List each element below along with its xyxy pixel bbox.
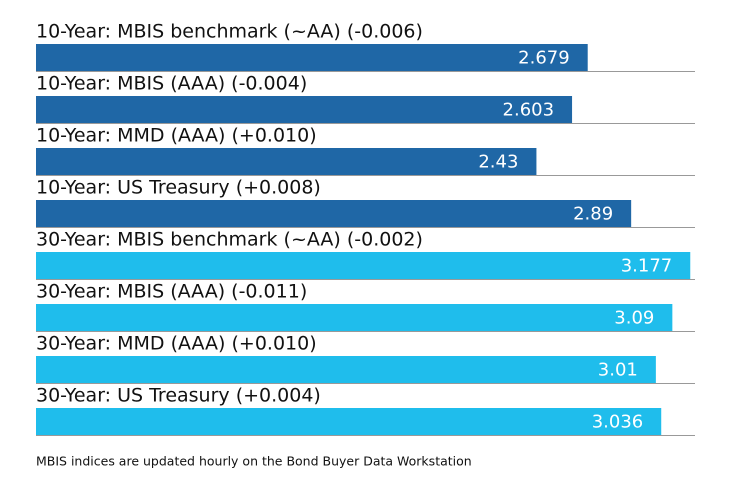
- value-label: 2.603: [503, 100, 555, 121]
- value-label: 3.036: [592, 412, 644, 433]
- category-label: 10-Year: MMD (AAA) (+0.010): [36, 125, 317, 147]
- category-label: 30-Year: MMD (AAA) (+0.010): [36, 333, 317, 355]
- value-label: 3.177: [621, 256, 673, 277]
- category-label: 10-Year: MBIS benchmark (~AA) (-0.006): [36, 21, 423, 43]
- category-label: 10-Year: US Treasury (+0.008): [36, 177, 321, 199]
- bar: [36, 148, 537, 175]
- value-label: 3.09: [614, 308, 654, 329]
- bar: [36, 96, 573, 123]
- bar: [36, 304, 673, 331]
- value-label: 2.679: [518, 48, 570, 69]
- category-label: 30-Year: MBIS benchmark (~AA) (-0.002): [36, 229, 423, 251]
- bar: [36, 252, 691, 279]
- category-label: 30-Year: MBIS (AAA) (-0.011): [36, 281, 307, 303]
- footnote: MBIS indices are updated hourly on the B…: [36, 454, 472, 469]
- bar: [36, 44, 588, 71]
- value-label: 2.43: [478, 152, 518, 173]
- bar: [36, 408, 662, 435]
- category-label: 30-Year: US Treasury (+0.004): [36, 385, 321, 407]
- value-label: 2.89: [573, 204, 613, 225]
- category-label: 10-Year: MBIS (AAA) (-0.004): [36, 73, 307, 95]
- bar: [36, 200, 632, 227]
- bar: [36, 356, 656, 383]
- value-label: 3.01: [598, 360, 638, 381]
